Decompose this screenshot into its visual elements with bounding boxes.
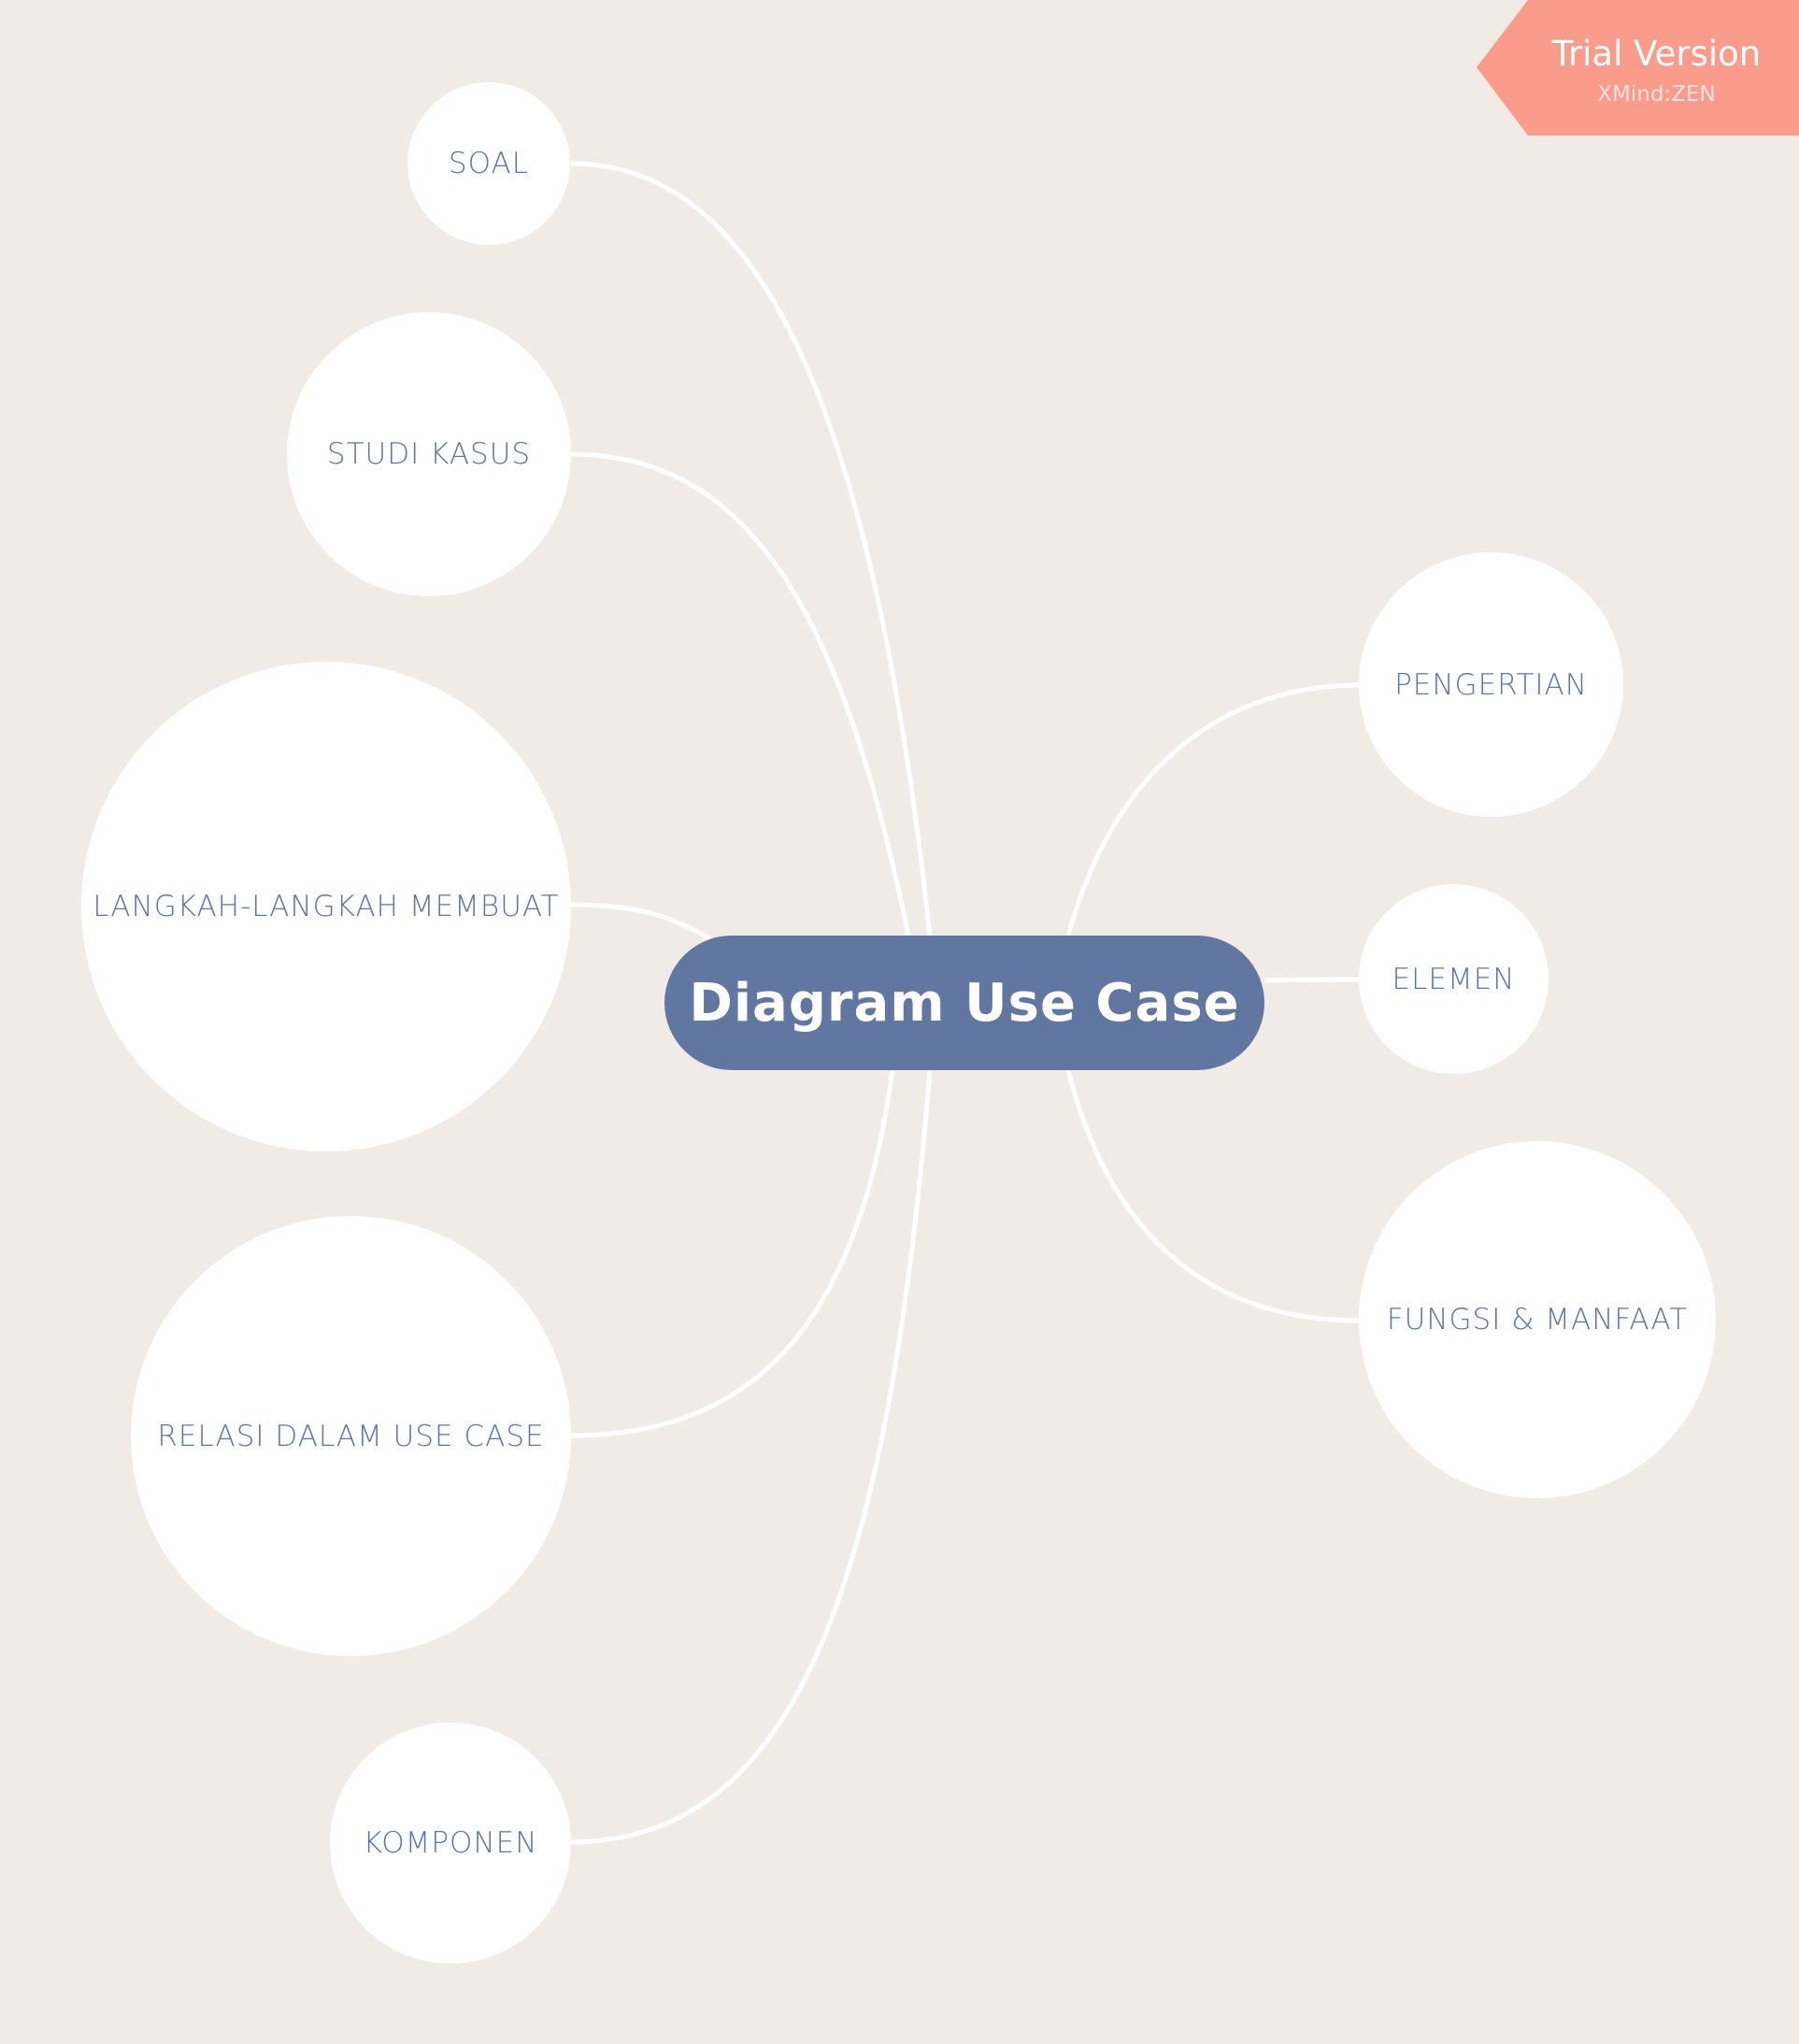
connector-relasi (570, 1069, 895, 1438)
topic-pengertian[interactable]: PENGERTIAN (1359, 552, 1623, 817)
trial-version-title: Trial Version (1551, 34, 1762, 74)
topic-langkah-langkah-membuat-label: LANGKAH-LANGKAH MEMBUAT (93, 890, 560, 923)
topic-elemen[interactable]: ELEMEN (1359, 884, 1549, 1074)
central-topic[interactable]: Diagram Use Case (664, 936, 1264, 1070)
topic-fungsi-manfaat[interactable]: FUNGSI & MANFAAT (1359, 1141, 1716, 1498)
connector-soal (570, 161, 933, 936)
topic-fungsi-manfaat-label: FUNGSI & MANFAAT (1386, 1303, 1689, 1336)
topic-elemen-label: ELEMEN (1392, 962, 1516, 996)
topic-relasi-dalam-use-case[interactable]: RELASI DALAM USE CASE (131, 1216, 571, 1656)
topic-komponen[interactable]: KOMPONEN (330, 1722, 571, 1964)
trial-badge-shape (1477, 0, 1799, 136)
connector-pengertian (1065, 682, 1361, 936)
central-topic-label: Diagram Use Case (689, 972, 1240, 1034)
topic-soal[interactable]: SOAL (407, 82, 570, 245)
connector-elemen (1264, 977, 1361, 983)
topic-studi-kasus-label: STUDI KASUS (326, 437, 532, 471)
connector-studi-kasus (570, 451, 911, 936)
topic-komponen-label: KOMPONEN (363, 1826, 538, 1860)
connector-langkah-langkah (570, 902, 712, 942)
trial-version-badge: Trial Version XMind:ZEN (1477, 0, 1799, 136)
topic-soal-label: SOAL (448, 147, 529, 180)
trial-version-subtitle: XMind:ZEN (1597, 82, 1716, 107)
topic-langkah-langkah-membuat[interactable]: LANGKAH-LANGKAH MEMBUAT (81, 662, 571, 1151)
topic-studi-kasus[interactable]: STUDI KASUS (287, 312, 571, 596)
connector-fungsi (1065, 1069, 1361, 1323)
topic-relasi-dalam-use-case-label: RELASI DALAM USE CASE (157, 1420, 545, 1453)
topic-pengertian-label: PENGERTIAN (1394, 667, 1588, 702)
connector-komponen (570, 1069, 933, 1845)
